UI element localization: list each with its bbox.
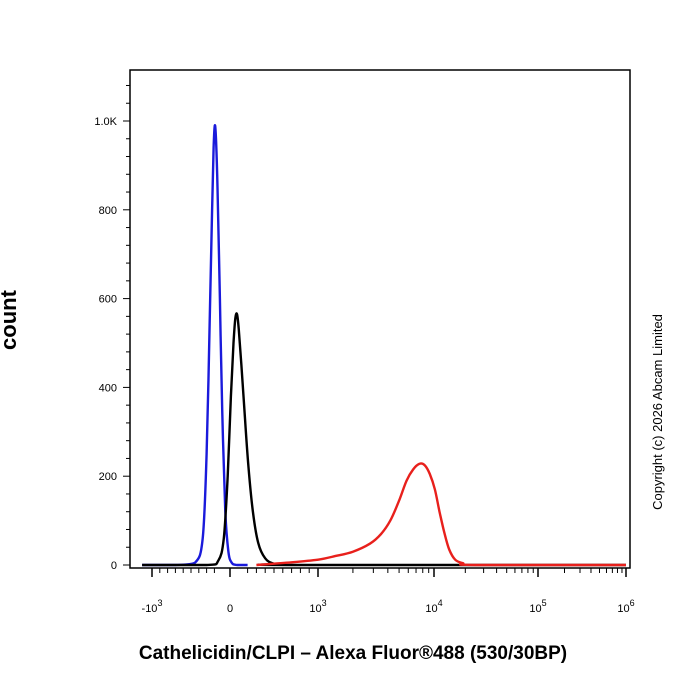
x-tick-base: 0	[227, 603, 233, 615]
y-tick-label: 0	[111, 560, 117, 572]
x-tick-label: 104	[425, 598, 442, 615]
x-tick-base: 10	[529, 603, 541, 615]
x-tick-label: -103	[142, 598, 163, 615]
y-tick-label: 800	[99, 205, 117, 217]
copyright-watermark: Copyright (c) 2026 Abcam Limited	[650, 314, 665, 510]
x-axis-title: Cathelicidin/CLPI – Alexa Fluor®488 (530…	[139, 643, 567, 664]
y-tick-label: 200	[99, 471, 117, 483]
y-tick-label: 400	[99, 382, 117, 394]
x-tick-base: -10	[142, 603, 158, 615]
x-tick-label: 106	[617, 598, 634, 615]
x-tick-base: 10	[425, 603, 437, 615]
series-line-2	[256, 462, 626, 567]
series-layer	[142, 123, 626, 567]
x-axis: -103 0 103 104 105 106	[142, 568, 635, 615]
x-tick-exponent: 3	[322, 598, 327, 608]
x-tick-exponent: 6	[630, 598, 635, 608]
x-tick-label: 103	[309, 598, 326, 615]
x-tick-label: 105	[529, 598, 546, 615]
plot-frame	[129, 69, 631, 569]
x-tick-base: 10	[617, 603, 629, 615]
y-axis: 0 200 400 600 800 1.0K	[94, 84, 130, 572]
x-tick-exponent: 4	[438, 598, 443, 608]
x-tick-exponent: 5	[542, 598, 547, 608]
y-tick-label: 600	[99, 294, 117, 306]
series-line-1	[142, 312, 626, 567]
x-tick-label: 0	[227, 603, 233, 615]
x-tick-base: 10	[309, 603, 321, 615]
x-tick-exponent: 3	[157, 598, 162, 608]
y-tick-label: 1.0K	[94, 116, 117, 128]
series-line-0	[142, 123, 248, 567]
y-axis-title: count	[0, 289, 21, 350]
